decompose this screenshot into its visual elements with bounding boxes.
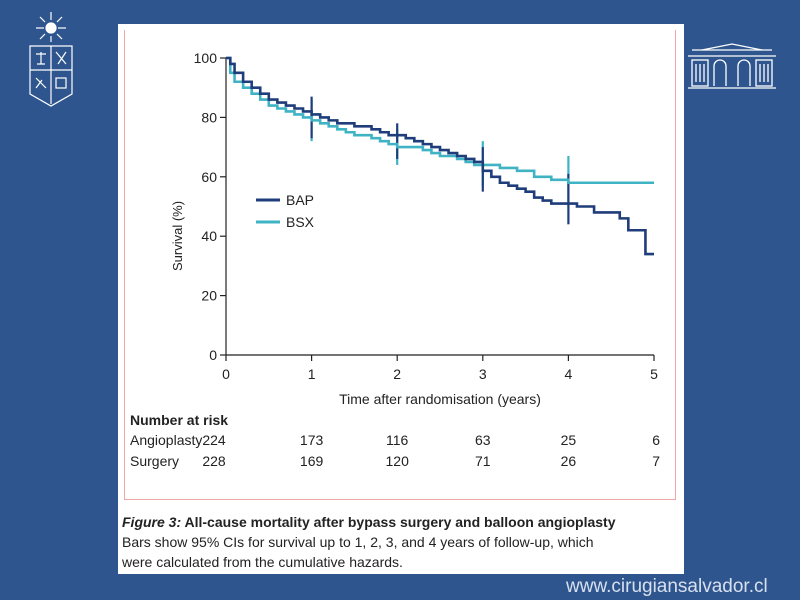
figure-border [124, 30, 676, 500]
survival-chart: 0 20 40 60 80 100 0 1 2 3 4 5 BAP BSX Survival (%) T… [170, 50, 658, 407]
y-tick-label: 0 [209, 347, 217, 363]
y-tick-label: 20 [201, 288, 217, 304]
ci-bars [310, 96, 570, 225]
website-url[interactable]: www.cirugiansalvador.cl [566, 576, 768, 597]
risk-table-title: Number at risk [130, 412, 229, 428]
x-tick-label: 2 [393, 366, 401, 382]
x-tick-label: 1 [308, 366, 316, 382]
x-tick-label: 5 [650, 366, 658, 382]
legend-label-bap: BAP [286, 192, 314, 208]
series-lines [226, 56, 654, 256]
caption-title-text: All-cause mortality after bypass surgery… [181, 514, 616, 530]
caption-figure-label: Figure 3: [122, 514, 182, 530]
y-tick-label: 80 [201, 109, 217, 125]
risk-row-label: Surgery [130, 453, 180, 469]
x-tick-label: 4 [565, 366, 573, 382]
hospital-building-logo [688, 43, 776, 89]
y-axis-label: Survival (%) [170, 201, 185, 271]
risk-table-rows: Angioplasty 224 173 116 63 25 6 Surgery 228 169 12… [130, 432, 670, 474]
y-tick-label: 60 [201, 169, 217, 185]
risk-value: 224 [202, 432, 226, 448]
risk-row: Surgery 228 169 120 71 26 7 [130, 453, 670, 474]
x-tick-label: 0 [222, 366, 230, 382]
risk-value: 25 [560, 432, 577, 448]
series-line-bap [226, 56, 654, 256]
risk-value: 26 [560, 453, 577, 469]
series-line-bsx [226, 56, 654, 185]
risk-value: 169 [299, 453, 324, 469]
legend-label-bsx: BSX [286, 214, 315, 230]
y-tick-label: 100 [194, 50, 218, 66]
chart-axes: 0 20 40 60 80 100 0 1 2 3 4 5 [194, 50, 658, 382]
risk-value: 7 [652, 453, 660, 469]
risk-value: 63 [475, 432, 491, 448]
risk-value: 6 [652, 432, 660, 448]
risk-value: 71 [475, 453, 491, 469]
number-at-risk-table: Number at risk Angioplasty 224 173 116 63 25 6… [130, 412, 670, 474]
x-tick-label: 3 [479, 366, 487, 382]
x-axis-label: Time after randomisation (years) [339, 391, 541, 407]
risk-value: 116 [386, 432, 409, 448]
risk-value: 228 [202, 453, 226, 469]
figure-caption: Figure 3: All-cause mortality after bypa… [122, 512, 678, 572]
chart-legend: BAP BSX [256, 192, 315, 230]
risk-value: 173 [299, 432, 324, 448]
caption-line-2: were calculated from the cumulative haza… [122, 554, 403, 570]
y-tick-label: 40 [201, 228, 217, 244]
risk-row-label: Angioplasty [130, 432, 203, 448]
university-seal-logo [29, 12, 73, 107]
risk-value: 120 [385, 453, 409, 469]
caption-line-1: Bars show 95% CIs for survival up to 1, … [122, 534, 594, 550]
figure-panel: 0 20 40 60 80 100 0 1 2 3 4 5 BAP BSX Survival (%) T… [118, 24, 684, 574]
caption-title: Figure 3: All-cause mortality after bypa… [122, 512, 678, 532]
risk-row: Angioplasty 224 173 116 63 25 6 [130, 432, 670, 453]
